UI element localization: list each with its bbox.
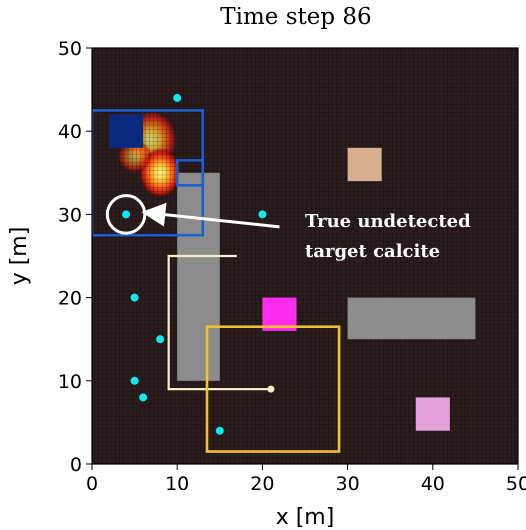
y-tick-label: 50 xyxy=(58,38,82,60)
y-tick-label: 0 xyxy=(70,454,82,476)
annotation-line-2: target calcite xyxy=(305,241,440,262)
data-point xyxy=(156,335,165,344)
x-tick-label: 40 xyxy=(421,473,445,495)
detection-rect xyxy=(205,325,341,453)
data-point xyxy=(139,393,148,402)
target-marker xyxy=(109,114,144,148)
y-tick-label: 10 xyxy=(58,371,82,393)
chart-title: Time step 86 xyxy=(220,4,371,30)
obstacle-layer xyxy=(177,172,476,381)
y-tick-label: 20 xyxy=(58,288,82,310)
obstacle xyxy=(347,297,476,340)
plot-frame xyxy=(91,47,519,465)
grid-overlay xyxy=(92,48,518,464)
x-axis-label: x [m] xyxy=(276,505,335,530)
data-point xyxy=(130,293,139,302)
annotation: True undetected target calcite xyxy=(141,202,471,262)
y-axis-label: y [m] xyxy=(7,227,32,286)
robot-position xyxy=(267,385,275,393)
x-tick-label: 50 xyxy=(506,473,526,495)
y-tick-label: 40 xyxy=(58,121,82,143)
path-layer xyxy=(167,254,275,393)
annotation-arrow xyxy=(141,202,280,229)
target-marker xyxy=(262,297,297,331)
data-point xyxy=(122,210,131,219)
plot-area xyxy=(92,48,518,464)
target-marker xyxy=(347,147,382,182)
target-marker xyxy=(415,397,450,431)
y-axis-ticks: 0 10 20 30 40 50 xyxy=(58,38,92,476)
detection-rect-layer xyxy=(92,109,341,453)
data-point xyxy=(258,210,267,219)
annotation-line-1: True undetected xyxy=(305,211,471,232)
data-point xyxy=(173,93,182,102)
x-tick-label: 20 xyxy=(250,473,274,495)
data-point xyxy=(215,426,224,435)
obstacle xyxy=(177,172,220,381)
data-point xyxy=(130,376,139,385)
x-axis-ticks: 0 10 20 30 40 50 xyxy=(86,464,526,495)
detection-rect xyxy=(175,159,205,187)
y-tick-label: 30 xyxy=(58,204,82,226)
x-tick-label: 0 xyxy=(86,473,98,495)
x-tick-label: 30 xyxy=(336,473,360,495)
robot-path xyxy=(167,254,271,391)
target-layer xyxy=(109,114,450,431)
x-tick-label: 10 xyxy=(165,473,189,495)
point-layer xyxy=(122,93,267,435)
